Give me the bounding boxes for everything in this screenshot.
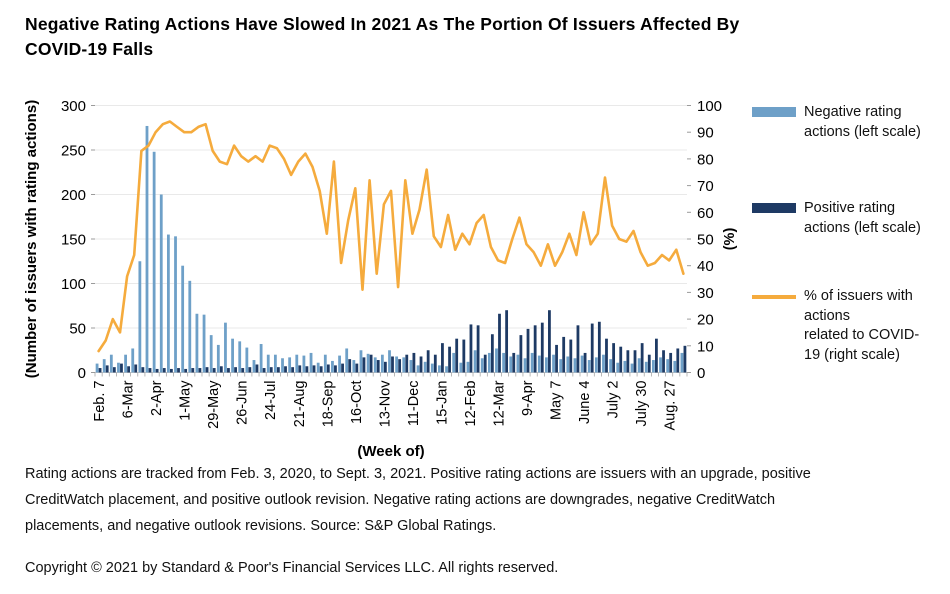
svg-text:15-Jan: 15-Jan [434, 381, 450, 425]
legend-item-negative: Negative rating actions (left scale) [752, 103, 921, 142]
svg-text:18-Sep: 18-Sep [320, 381, 336, 428]
svg-text:2-Apr: 2-Apr [149, 380, 165, 416]
svg-text:10: 10 [697, 338, 714, 355]
svg-text:11-Dec: 11-Dec [406, 381, 422, 427]
svg-text:50: 50 [69, 321, 86, 338]
svg-text:(%): (%) [722, 228, 738, 251]
svg-text:(Week of): (Week of) [357, 443, 424, 460]
svg-text:40: 40 [697, 258, 714, 275]
svg-text:30: 30 [697, 285, 714, 302]
legend-label-covid-line: % of issuers with actions related to COV… [804, 288, 920, 363]
svg-text:60: 60 [697, 205, 714, 222]
svg-text:16-Oct: 16-Oct [349, 381, 365, 425]
legend-item-positive: Positive rating actions (left scale) [752, 199, 921, 238]
footnote-text: Rating actions are tracked from Feb. 3, … [25, 466, 811, 534]
svg-text:(Number of issuers with rating: (Number of issuers with rating actions) [23, 100, 40, 378]
positive-series-swatch [752, 203, 796, 213]
svg-text:50: 50 [697, 232, 714, 249]
svg-text:90: 90 [697, 125, 714, 142]
svg-text:200: 200 [61, 187, 86, 204]
svg-text:100: 100 [61, 276, 86, 293]
svg-text:6-Mar: 6-Mar [121, 380, 137, 418]
svg-text:1-May: 1-May [178, 380, 194, 421]
svg-text:150: 150 [61, 232, 86, 249]
svg-text:June 4: June 4 [577, 381, 593, 425]
svg-text:July 2: July 2 [606, 381, 622, 419]
svg-text:100: 100 [697, 98, 722, 115]
legend-label-positive: Positive rating actions (left scale) [804, 200, 921, 236]
svg-text:July 30: July 30 [634, 381, 650, 427]
svg-text:0: 0 [697, 365, 705, 382]
svg-text:20: 20 [697, 312, 714, 329]
chart-title: Negative Rating Actions Have Slowed In 2… [25, 14, 740, 59]
svg-text:May 7: May 7 [549, 381, 565, 421]
legend-label-negative: Negative rating actions (left scale) [804, 104, 921, 140]
svg-text:13-Nov: 13-Nov [377, 380, 393, 427]
legend-item-covid-line: % of issuers with actions related to COV… [752, 287, 919, 365]
svg-text:21-Aug: 21-Aug [292, 381, 308, 428]
svg-text:Aug. 27: Aug. 27 [663, 381, 679, 431]
svg-text:70: 70 [697, 178, 714, 195]
svg-text:12-Mar: 12-Mar [491, 380, 507, 426]
svg-text:29-May: 29-May [206, 380, 222, 429]
svg-text:12-Feb: 12-Feb [463, 381, 479, 427]
svg-text:26-Jun: 26-Jun [235, 381, 251, 425]
svg-text:250: 250 [61, 143, 86, 160]
svg-text:24-Jul: 24-Jul [263, 381, 279, 421]
negative-series-swatch [752, 107, 796, 117]
copyright-text: Copyright © 2021 by Standard & Poor's Fi… [25, 560, 559, 576]
covid-line-swatch [752, 295, 796, 299]
svg-text:300: 300 [61, 98, 86, 115]
svg-text:0: 0 [78, 365, 86, 382]
svg-text:80: 80 [697, 151, 714, 168]
svg-text:Feb. 7: Feb. 7 [92, 381, 108, 422]
svg-text:9-Apr: 9-Apr [520, 380, 536, 416]
